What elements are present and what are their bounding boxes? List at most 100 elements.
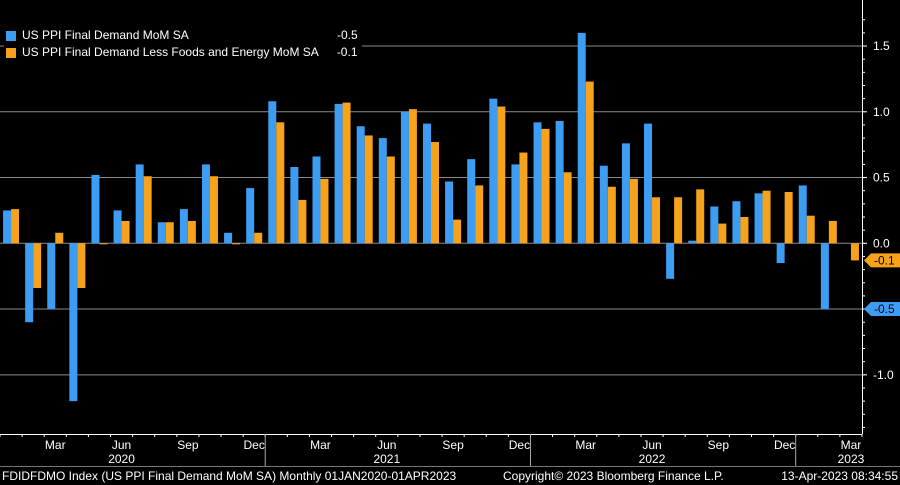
series-final-demand-bars: [3, 32, 829, 402]
bar-final-demand: [157, 222, 166, 244]
bar-final-demand: [246, 188, 255, 244]
x-tick-label: Sep: [177, 438, 199, 452]
x-tick-label: Mar: [45, 438, 66, 452]
last-value-tag: [864, 253, 900, 268]
last-value-label: -0.5: [874, 302, 895, 316]
y-tick-label: 0.5: [873, 171, 890, 185]
footer-index-description: FDIDFDMO Index (US PPI Final Demand MoM …: [2, 469, 457, 483]
legend-entry-final-demand: US PPI Final Demand MoM SA -0.5: [6, 27, 358, 44]
bar-core: [696, 189, 705, 244]
bar-final-demand: [268, 101, 277, 244]
bar-final-demand: [423, 123, 431, 244]
x-tick-label: Sep: [708, 438, 730, 452]
y-tick-label: 1.5: [873, 39, 890, 53]
x-tick-label: Jun: [377, 438, 396, 452]
bar-final-demand: [445, 181, 454, 244]
bar-final-demand: [356, 126, 365, 244]
bar-core: [431, 142, 439, 244]
x-year-label: 2020: [108, 452, 135, 466]
last-value-markers: -0.1 -0.5: [864, 253, 900, 317]
bar-final-demand: [25, 243, 34, 323]
footer-bar: FDIDFDMO Index (US PPI Final Demand MoM …: [0, 466, 900, 485]
bar-core: [33, 243, 42, 289]
bar-core: [11, 209, 20, 244]
bar-core: [386, 156, 395, 244]
bar-final-demand: [599, 165, 608, 244]
bar-core: [563, 172, 572, 244]
bar-final-demand: [644, 123, 653, 244]
legend-value: -0.5: [337, 28, 358, 42]
bar-core: [497, 106, 506, 244]
x-tick-label: Dec: [509, 438, 530, 452]
bar-final-demand: [3, 210, 12, 244]
bar-final-demand: [533, 122, 542, 244]
bar-core: [784, 192, 793, 244]
y-tick-label: -1.0: [873, 368, 894, 382]
last-value-tag: [864, 302, 900, 317]
bar-core: [585, 81, 594, 244]
bar-final-demand: [754, 193, 763, 244]
bar-final-demand: [69, 243, 78, 402]
bar-core: [475, 185, 484, 244]
bar-core: [276, 122, 285, 244]
x-tick-label: Jun: [642, 438, 661, 452]
bar-core: [209, 176, 218, 244]
bar-core: [453, 219, 462, 244]
bar-final-demand: [688, 240, 697, 244]
bar-core: [607, 186, 616, 244]
footer-timestamp: 13-Apr-2023 08:34:55: [781, 469, 898, 483]
bar-core: [740, 217, 749, 244]
axes: 1.5 1.0 0.5 0.0 -0.5 -1.0 Mar Jun Sep Dec Mar Jun Se…: [0, 0, 894, 466]
bar-final-demand: [312, 156, 321, 244]
bar-core: [850, 243, 859, 261]
x-tick-label: Jun: [112, 438, 131, 452]
bar-core: [232, 243, 241, 245]
bar-core: [718, 223, 727, 244]
bar-core: [298, 199, 307, 244]
legend-label: US PPI Final Demand Less Foods and Energ…: [22, 45, 319, 59]
bar-final-demand: [400, 111, 409, 244]
bar-core: [77, 243, 86, 289]
x-year-label: 2023: [838, 452, 865, 466]
bar-final-demand: [798, 185, 807, 244]
bar-core: [762, 190, 771, 244]
x-year-label: 2021: [373, 452, 400, 466]
series-core-bars: [11, 81, 859, 289]
bar-core: [408, 109, 417, 244]
bar-core: [320, 178, 329, 244]
x-tick-label: Mar: [841, 438, 862, 452]
bar-core: [541, 128, 550, 244]
legend: US PPI Final Demand MoM SA -0.5 US PPI F…: [4, 26, 362, 63]
y-tick-label: 0.0: [873, 236, 890, 250]
legend-swatch-blue-icon: [6, 30, 16, 41]
x-tick-label: Sep: [442, 438, 464, 452]
x-tick-label: Mar: [575, 438, 596, 452]
bar-core: [342, 102, 351, 244]
bar-core: [143, 176, 152, 244]
x-tick-label: Mar: [310, 438, 331, 452]
bar-final-demand: [91, 174, 100, 244]
bar-core: [55, 232, 64, 244]
bar-core: [652, 197, 661, 244]
bar-final-demand: [732, 201, 741, 244]
bar-final-demand: [47, 243, 56, 310]
bar-core: [165, 222, 174, 244]
bar-final-demand: [666, 243, 675, 279]
bar-core: [806, 215, 815, 244]
bar-final-demand: [179, 209, 188, 244]
bar-core: [364, 135, 373, 244]
bar-final-demand: [290, 167, 299, 244]
bar-core: [519, 152, 528, 244]
bar-final-demand: [467, 159, 476, 244]
legend-swatch-orange-icon: [6, 47, 16, 58]
bar-core: [674, 197, 683, 244]
bar-final-demand: [511, 164, 520, 244]
bar-core: [828, 220, 837, 244]
ppi-bar-chart: 1.5 1.0 0.5 0.0 -0.5 -1.0 Mar Jun Sep Dec Mar Jun Se…: [0, 0, 900, 466]
bar-final-demand: [776, 243, 785, 264]
bar-core: [121, 220, 130, 244]
bar-core: [254, 232, 263, 244]
y-tick-label: 1.0: [873, 105, 890, 119]
bar-final-demand: [135, 164, 144, 244]
bar-final-demand: [489, 98, 498, 244]
